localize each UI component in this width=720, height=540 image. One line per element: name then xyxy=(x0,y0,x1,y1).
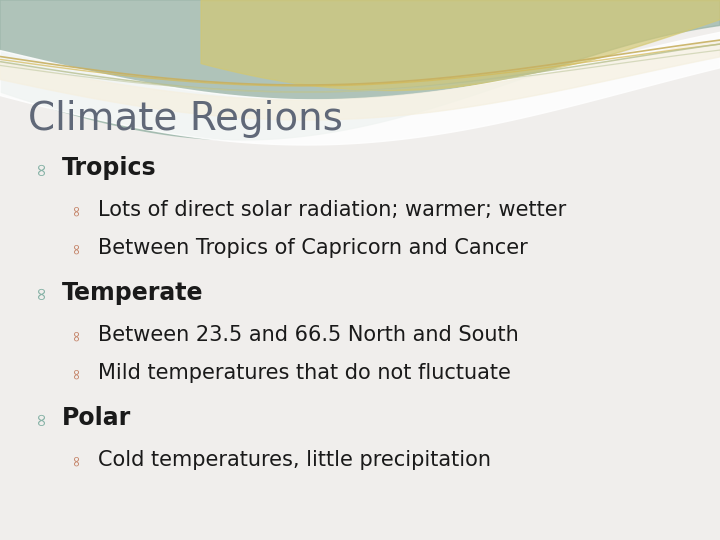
Text: ∞: ∞ xyxy=(68,329,83,341)
Text: Between Tropics of Capricorn and Cancer: Between Tropics of Capricorn and Cancer xyxy=(98,238,528,258)
Text: Between 23.5 and 66.5 North and South: Between 23.5 and 66.5 North and South xyxy=(98,325,518,345)
Text: ∞: ∞ xyxy=(32,286,50,300)
Text: Lots of direct solar radiation; warmer; wetter: Lots of direct solar radiation; warmer; … xyxy=(98,200,566,220)
Text: Climate Regions: Climate Regions xyxy=(28,100,343,138)
Text: ∞: ∞ xyxy=(68,241,83,254)
Text: Temperate: Temperate xyxy=(62,281,204,305)
Text: Tropics: Tropics xyxy=(62,156,157,180)
Text: ∞: ∞ xyxy=(68,367,83,380)
Text: ∞: ∞ xyxy=(68,454,83,467)
Text: Mild temperatures that do not fluctuate: Mild temperatures that do not fluctuate xyxy=(98,363,511,383)
Text: Polar: Polar xyxy=(62,406,131,430)
Text: ∞: ∞ xyxy=(32,160,50,176)
Text: ∞: ∞ xyxy=(32,410,50,426)
Text: Cold temperatures, little precipitation: Cold temperatures, little precipitation xyxy=(98,450,491,470)
Text: ∞: ∞ xyxy=(68,204,83,217)
